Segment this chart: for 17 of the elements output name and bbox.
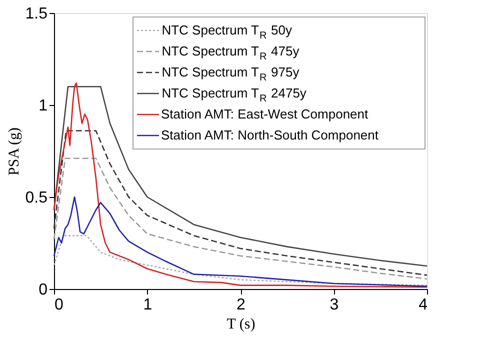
line-series (53, 234, 428, 286)
y-tick-label: 0.5 (25, 190, 48, 206)
x-tick-label: 0 (54, 296, 64, 314)
line-series (53, 158, 428, 280)
line-series (53, 130, 428, 276)
x-tick-label: 2 (236, 296, 246, 314)
x-tick-label: 4 (418, 296, 428, 314)
legend-label: Station AMT: North-South Component (161, 128, 379, 142)
y-tick-label: 1 (38, 98, 48, 114)
legend-label: Station AMT: East-West Component (161, 106, 369, 122)
y-tick-label: 0 (38, 282, 48, 298)
line-series (53, 196, 428, 287)
x-axis-title: T (s) (226, 316, 256, 332)
y-axis-title: PSA (g) (6, 128, 22, 176)
x-tick-label: 1 (143, 296, 152, 314)
y-tick-label: 1.5 (25, 6, 48, 22)
x-tick-label: 3 (330, 296, 339, 314)
